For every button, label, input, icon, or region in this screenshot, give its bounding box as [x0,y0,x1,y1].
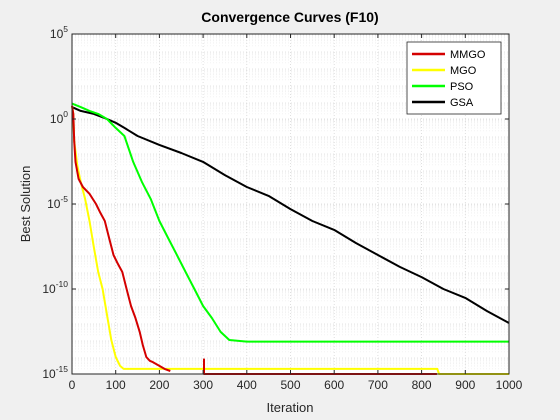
x-tick-label: 400 [237,378,257,392]
y-tick-labels: 105 100 10-5 10-10 10-15 [42,24,68,381]
x-tick-label: 800 [412,378,432,392]
x-tick-label: 200 [149,378,169,392]
x-tick-label: 600 [324,378,344,392]
series-line-pso [71,102,509,343]
y-tick-label: 10-15 [42,364,68,381]
y-axis-label: Best Solution [18,166,33,243]
x-tick-label: 900 [455,378,475,392]
legend-label-pso: PSO [450,81,474,93]
y-tick-label: 10-5 [47,194,68,211]
x-tick-label: 0 [69,378,76,392]
x-tick-label: 1000 [496,378,523,392]
legend: MMGO MGO PSO GSA [406,41,502,115]
y-tick-label: 100 [50,109,68,126]
x-tick-label: 300 [193,378,213,392]
y-tick-label: 105 [50,24,68,41]
series-line-mmgo [71,105,171,372]
x-tick-label: 700 [368,378,388,392]
minor-grid [72,34,509,370]
x-tick-label: 500 [280,378,300,392]
chart-title: Convergence Curves (F10) [201,9,378,25]
series-line-gsa [71,106,510,324]
legend-label-gsa: GSA [450,97,474,109]
legend-label-mmgo: MMGO [450,49,486,61]
x-axis-label: Iteration [267,400,314,415]
legend-label-mgo: MGO [450,65,477,77]
x-tick-label: 100 [106,378,126,392]
y-tick-label: 10-10 [42,279,68,296]
x-tick-labels: 0 100 200 300 400 500 600 700 800 900 1000 [69,378,523,392]
series-layer [71,102,510,375]
ticks-layer [71,33,510,375]
